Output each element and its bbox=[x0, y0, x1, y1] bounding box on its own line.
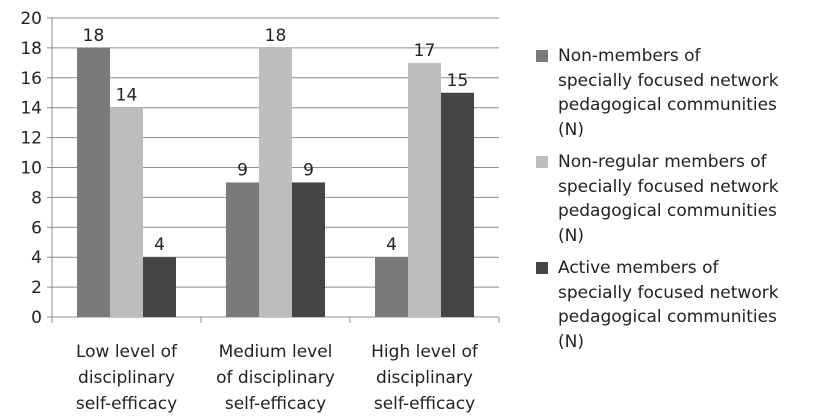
y-tick-label: 4 bbox=[31, 248, 42, 268]
y-tick-label: 14 bbox=[20, 99, 42, 119]
data-label: 4 bbox=[386, 235, 397, 255]
y-tick-label: 18 bbox=[20, 39, 42, 59]
legend-item: Non-members of specially focused network p… bbox=[536, 44, 811, 142]
data-label: 9 bbox=[303, 160, 314, 180]
legend-item: Active members of specially focused netwo… bbox=[536, 256, 811, 354]
bar bbox=[143, 257, 176, 317]
bar bbox=[292, 182, 325, 317]
category-label: Low level of bbox=[76, 342, 178, 362]
data-label: 15 bbox=[447, 71, 469, 91]
category-label: disciplinary bbox=[376, 368, 473, 388]
data-label: 18 bbox=[265, 26, 287, 46]
legend-label: pedagogical communities bbox=[558, 201, 777, 221]
data-label: 4 bbox=[154, 235, 165, 255]
legend-label: Non-members of bbox=[558, 46, 701, 66]
bar bbox=[441, 92, 474, 317]
legend: Non-members of specially focused network p… bbox=[536, 44, 811, 362]
legend-label: pedagogical communities bbox=[558, 95, 777, 115]
y-tick-label: 16 bbox=[20, 69, 42, 89]
legend-swatch bbox=[536, 262, 548, 274]
legend-label: specially focused network bbox=[558, 176, 779, 197]
category-label: of disciplinary bbox=[216, 368, 335, 388]
legend-label: (N) bbox=[558, 225, 584, 246]
data-label: 18 bbox=[83, 26, 105, 46]
y-tick-label: 6 bbox=[31, 218, 42, 238]
legend-label: pedagogical communities bbox=[558, 307, 777, 327]
category-label: self-efficacy bbox=[225, 394, 326, 414]
y-tick-label: 20 bbox=[20, 9, 42, 29]
bar bbox=[77, 47, 110, 318]
y-tick-label: 10 bbox=[20, 159, 42, 179]
category-label: Medium level bbox=[219, 342, 333, 362]
legend-label: (N) bbox=[558, 119, 584, 140]
category-label: self-efficacy bbox=[76, 394, 177, 414]
data-label: 9 bbox=[237, 160, 248, 180]
bar bbox=[375, 257, 408, 317]
legend-label: Active members of bbox=[558, 258, 719, 278]
bar bbox=[259, 47, 292, 318]
category-label: disciplinary bbox=[78, 368, 175, 388]
y-tick-label: 12 bbox=[20, 129, 42, 149]
legend-label: Non-regular members of bbox=[558, 152, 767, 172]
bar bbox=[226, 182, 259, 317]
category-label: High level of bbox=[371, 342, 479, 362]
bar bbox=[408, 62, 441, 317]
y-tick-label: 8 bbox=[31, 188, 42, 208]
legend-label: specially focused network bbox=[558, 282, 779, 303]
data-label: 17 bbox=[414, 41, 436, 61]
legend-swatch bbox=[536, 156, 548, 168]
legend-label: (N) bbox=[558, 331, 584, 352]
category-label: self-efficacy bbox=[374, 394, 475, 414]
y-tick-label: 2 bbox=[31, 278, 42, 298]
y-tick-label: 0 bbox=[31, 308, 42, 328]
legend-swatch bbox=[536, 50, 548, 62]
legend-label: specially focused network bbox=[558, 70, 779, 91]
bar bbox=[110, 107, 143, 317]
legend-item: Non-regular members of specially focused … bbox=[536, 150, 811, 248]
data-label: 14 bbox=[116, 86, 138, 106]
